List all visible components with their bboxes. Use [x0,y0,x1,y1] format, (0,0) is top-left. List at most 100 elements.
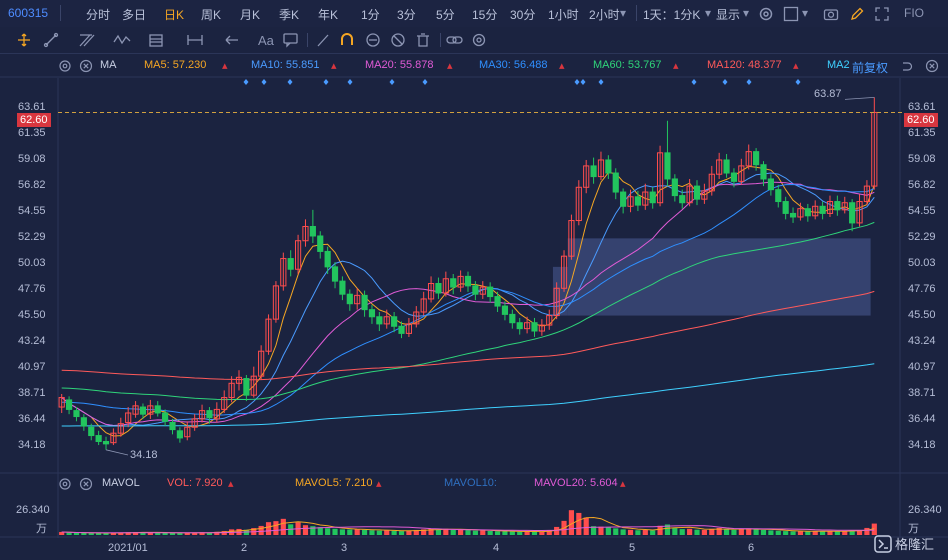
event-marker-icon [795,79,801,85]
candle-body [782,201,789,214]
candle-body [590,165,597,178]
tab-period-year[interactable]: 年K [318,8,339,22]
volume-bar [502,531,508,535]
volume-bar [635,530,641,535]
candle-body [95,435,102,442]
tab-period-30min[interactable]: 30分 [510,8,536,22]
lock-tool-icon[interactable] [366,33,380,47]
candle-body [132,405,139,415]
interval-dropdown[interactable]: 1天：1分K [643,8,701,22]
settings-icon[interactable] [58,477,74,493]
volume-bar [354,529,360,535]
candle-body [516,322,523,330]
settings-icon[interactable] [758,6,774,22]
candle-body [841,202,848,211]
chevron-down-icon[interactable]: ▾ [620,6,627,20]
pencil-tool-icon[interactable] [317,34,329,47]
hide-tool-icon[interactable] [391,33,405,47]
candle-body [162,412,169,422]
ma120-value: MA120: 48.377 [707,59,782,71]
arrow-tool-icon[interactable] [225,35,238,45]
tab-period-5min[interactable]: 5分 [436,8,455,22]
tab-period-1min[interactable]: 1分 [361,8,380,22]
tab-period-week[interactable]: 周K [201,8,222,22]
channel-tool-icon[interactable] [79,34,95,47]
tab-period-multiday[interactable]: 多日 [122,8,147,22]
camera-icon[interactable] [823,6,839,22]
text-tool[interactable]: Aa [258,33,275,48]
link-tool-icon[interactable] [446,36,463,44]
candle-body [479,286,486,295]
candle-body [501,305,509,315]
pencil-icon[interactable] [849,6,865,22]
close-icon[interactable] [79,59,95,75]
tab-period-15min[interactable]: 15分 [472,8,498,22]
volume-bar [864,527,870,535]
settings-icon[interactable] [58,59,74,75]
event-marker-icon [722,79,728,85]
volume-bar [206,532,213,535]
range-tool-icon[interactable] [187,35,203,45]
tab-period-3min[interactable]: 3分 [397,8,416,22]
tab-period-2hour[interactable]: 2小时 [589,8,620,22]
undo-icon[interactable] [899,59,915,75]
line-tool-icon[interactable] [43,32,59,48]
candle-body [738,165,745,182]
candle-body [442,278,449,294]
chevron-down-icon[interactable]: ▾ [802,6,809,20]
candle-body [531,322,538,332]
volume-bar [576,512,582,535]
mavol20-value: MAVOL20: 5.604 [534,477,618,489]
candle-body [723,159,730,174]
candle-body [679,195,686,204]
checkbox-icon[interactable] [783,6,799,22]
price-tick: 54.55 [18,205,46,217]
display-dropdown[interactable]: 显示 [716,8,741,22]
volume-bar [827,530,833,535]
settings-tool-icon[interactable] [472,33,486,47]
volume-bar [155,532,161,535]
magnet-tool-icon[interactable] [341,33,353,45]
candle-body [664,152,671,180]
candle-body [346,293,353,305]
measure-tool-icon[interactable] [149,34,163,47]
delete-tool-icon[interactable] [417,33,429,47]
price-tick: 34.18 [908,439,936,451]
tab-period-month[interactable]: 月K [240,8,261,22]
candle-body [317,235,324,252]
wave-tool-icon[interactable] [113,34,131,45]
candle-body [213,408,220,420]
fio-button[interactable]: FIO [904,6,924,20]
event-marker-icon [580,79,586,85]
close-icon[interactable] [79,477,95,493]
candle-body [302,225,309,242]
candle-body [472,285,479,295]
tab-period-fenshi[interactable]: 分时 [86,8,111,22]
date-tick: 4 [493,542,500,554]
volume-bar [672,527,678,535]
volume-bar [775,530,781,535]
tab-period-day[interactable]: 日K [164,8,185,22]
price-tick: 47.76 [908,283,936,295]
fullscreen-icon[interactable] [874,6,890,22]
candle-body [287,258,294,270]
close-icon[interactable] [925,59,941,75]
tab-period-quarter[interactable]: 季K [279,8,300,22]
date-tick: 3 [341,542,348,554]
candle-body [221,397,228,410]
event-marker-icon [347,79,353,85]
ma30-line [61,183,875,416]
tab-period-1hour[interactable]: 1小时 [548,8,579,22]
comment-tool-icon[interactable] [283,33,298,48]
price-tick: 61.35 [908,127,936,139]
candle-body [139,406,147,415]
adjust-button[interactable]: 前复权 [852,61,889,75]
price-tick: 40.97 [18,361,46,373]
crosshair-tool-icon[interactable] [18,33,30,47]
candle-body [871,111,878,187]
volume-bar [435,529,442,535]
stock-code[interactable]: 600315 [8,6,49,20]
candle-body [243,378,250,396]
event-marker-icon [323,79,329,85]
